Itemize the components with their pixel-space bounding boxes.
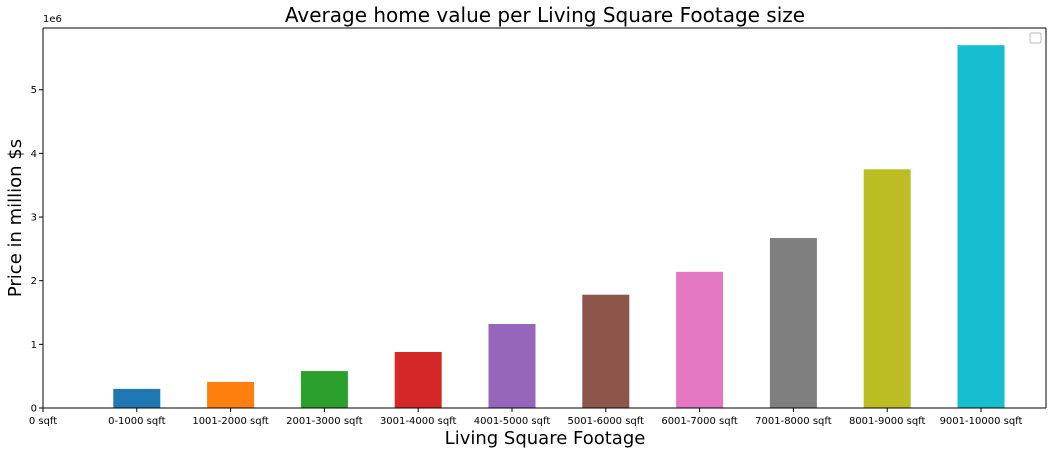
bar-1 <box>113 388 161 408</box>
bar-2 <box>207 381 255 408</box>
x-tick-label-3: 2001-3000 sqft <box>286 416 363 427</box>
bar-5 <box>488 323 536 408</box>
x-tick-label-7: 6001-7000 sqft <box>661 416 738 427</box>
y-tick-label-4: 4 <box>31 149 37 160</box>
bar-9 <box>863 169 911 408</box>
bar-4 <box>394 351 442 408</box>
y-axis-label: Price in million $s <box>5 139 26 297</box>
x-tick-label-1: 0-1000 sqft <box>108 416 166 427</box>
y-tick-label-0: 0 <box>31 404 37 415</box>
bar-7 <box>676 271 724 408</box>
y-tick-label-3: 3 <box>31 213 37 224</box>
x-tick-label-2: 1001-2000 sqft <box>192 416 269 427</box>
bar-10 <box>957 45 1005 408</box>
bar-8 <box>769 238 817 408</box>
y-ticks-group: 0 1 2 3 4 5 <box>31 85 43 415</box>
x-tick-label-6: 5001-6000 sqft <box>568 416 645 427</box>
bar-6 <box>582 294 630 408</box>
y-tick-label-5: 5 <box>31 85 37 96</box>
x-tick-label-8: 7001-8000 sqft <box>755 416 832 427</box>
x-tick-label-4: 3001-4000 sqft <box>380 416 457 427</box>
x-tick-label-0: 0 sqft <box>29 416 57 427</box>
x-tick-label-10: 9001-10000 sqft <box>940 416 1023 427</box>
legend-box <box>1029 32 1042 44</box>
y-tick-label-1: 1 <box>31 340 37 351</box>
x-ticks-group: 0 sqft 0-1000 sqft 1001-2000 sqft 2001-3000… <box>29 408 1023 427</box>
x-tick-label-9: 8001-9000 sqft <box>849 416 926 427</box>
x-tick-label-5: 4001-5000 sqft <box>474 416 551 427</box>
bars-group <box>113 45 1005 408</box>
bar-3 <box>300 371 348 408</box>
y-tick-label-2: 2 <box>31 276 37 287</box>
x-axis-label: Living Square Footage <box>445 428 646 449</box>
y-offset-label: 1e6 <box>43 14 62 25</box>
chart-title: Average home value per Living Square Foo… <box>285 3 805 27</box>
